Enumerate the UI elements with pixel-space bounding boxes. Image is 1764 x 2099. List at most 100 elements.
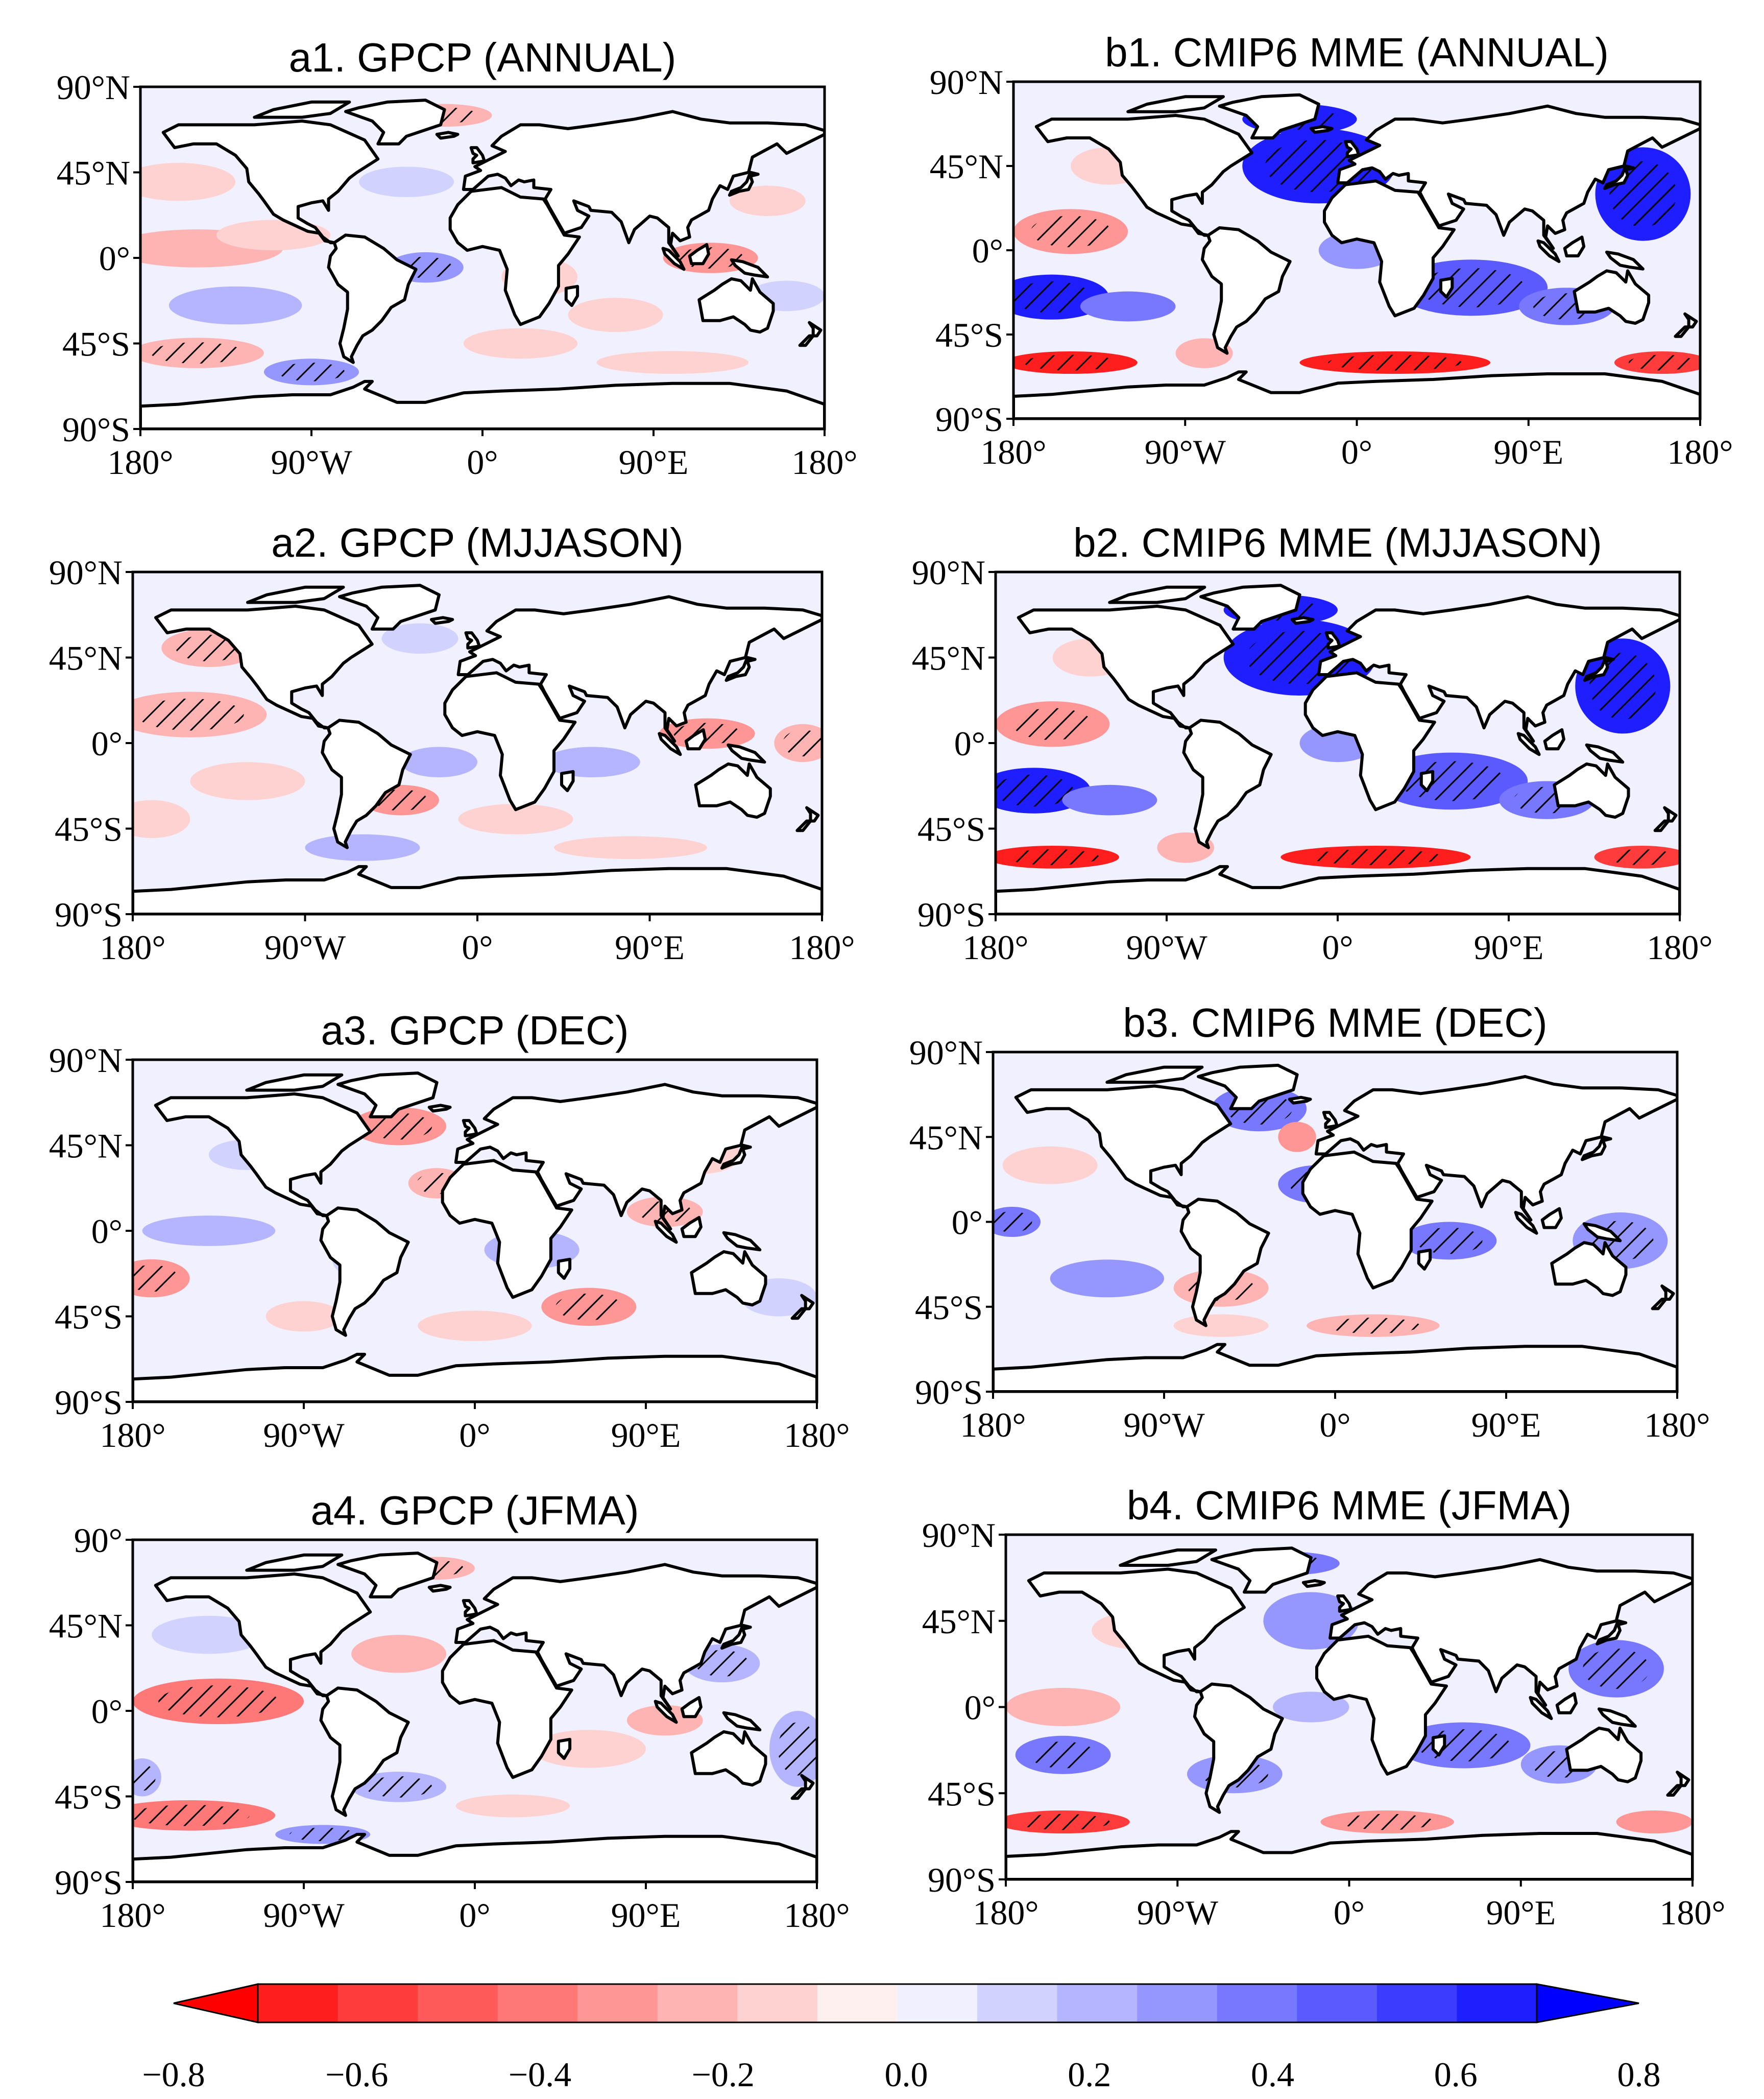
coastline-eurasia	[1336, 104, 1700, 250]
colorbar-swatch	[577, 1984, 658, 2022]
coastline-newguinea	[1582, 1222, 1622, 1243]
lon-tick-label: 0°	[1322, 928, 1353, 967]
anomaly-region	[1173, 1314, 1269, 1337]
colorbar-swatch	[1457, 1984, 1537, 2022]
coastline-madagascar	[1431, 1734, 1446, 1757]
lat-tick-label: 45°S	[62, 325, 130, 364]
colorbar-swatch	[1057, 1984, 1138, 2022]
lon-tick-label: 180°	[962, 928, 1028, 967]
anomaly-region	[140, 162, 236, 201]
coastline-newzealand	[790, 1294, 815, 1320]
anomaly-region	[531, 1730, 646, 1768]
coastline-iceland	[435, 131, 460, 140]
coastline-australia	[690, 1250, 767, 1307]
coastline-newguinea	[730, 258, 769, 279]
coastline-eurasia	[462, 110, 825, 258]
coastline-namerica	[161, 120, 380, 245]
significance-hatching	[1418, 268, 1525, 307]
coastline-africa	[441, 1159, 573, 1299]
coastline-antarctica	[993, 1343, 1677, 1392]
lon-tick-label: 90°W	[1145, 433, 1226, 471]
coastline-greenland	[336, 1071, 439, 1118]
coastline-antarctica	[133, 1352, 817, 1402]
coastline-borneo	[688, 243, 710, 266]
significance-hatching	[996, 774, 1074, 807]
colorbar-tick-label: −0.8	[142, 2055, 205, 2094]
lon-tick-label: 90°W	[1123, 1405, 1205, 1444]
lat-tick-label: 45°N	[922, 1602, 996, 1641]
panel-title: b2. CMIP6 MME (MJJASON)	[1073, 520, 1602, 565]
coastline-newguinea	[1597, 1707, 1637, 1728]
panel-title: b3. CMIP6 MME (DEC)	[1123, 1000, 1547, 1045]
lon-tick-label: 180°	[784, 1896, 850, 1935]
coastline-japan	[1603, 164, 1635, 190]
coastline-australia	[1565, 1726, 1643, 1783]
lon-tick-label: 0°	[459, 1416, 490, 1454]
coastline-newzealand	[1666, 1771, 1690, 1797]
significance-hatching	[1006, 849, 1099, 865]
lon-tick-label: 180°	[789, 928, 855, 967]
coastline-samerica	[1182, 719, 1273, 849]
coastline-madagascar	[557, 1737, 572, 1760]
colorbar-tick-label: −0.4	[509, 2055, 571, 2094]
significance-hatching	[1589, 653, 1656, 720]
coastline-australia	[697, 277, 775, 334]
coastline-eurasia	[1314, 1075, 1677, 1222]
lon-tick-label: 180°	[100, 928, 165, 967]
significance-hatching	[374, 789, 428, 811]
significance-hatching	[1016, 1814, 1110, 1830]
lat-tick-label: 45°S	[55, 810, 123, 849]
coastline-britain	[1344, 140, 1361, 158]
lon-tick-label: 180°	[1659, 1893, 1725, 1932]
lat-tick-label: 0°	[954, 724, 985, 763]
anomaly-region	[1062, 784, 1157, 816]
coastline-greenland	[336, 1552, 439, 1599]
coastline-sumatra	[1536, 239, 1561, 263]
colorbar-swatch	[817, 1984, 898, 2022]
coastline-arcticis	[1108, 585, 1206, 604]
lat-tick-label: 90°S	[55, 1863, 123, 1902]
significance-hatching	[1012, 708, 1093, 741]
coastline-africa	[1323, 179, 1456, 318]
lat-tick-label: 0°	[91, 724, 123, 763]
lon-tick-label: 180°	[100, 1896, 165, 1935]
anomaly-region	[1278, 1122, 1316, 1152]
coastline-newzealand	[1651, 1284, 1675, 1310]
coastline-britain	[462, 1599, 478, 1617]
significance-hatching	[673, 723, 741, 745]
coastline-britain	[469, 146, 486, 164]
anomaly-region	[168, 286, 302, 325]
coastline-japan	[1596, 1619, 1628, 1645]
lat-tick-label: 90°S	[928, 1861, 996, 1899]
significance-hatching	[1416, 1227, 1483, 1254]
coastline-newzealand	[798, 321, 823, 347]
coastline-eurasia	[1317, 595, 1680, 743]
lon-tick-label: 90°E	[611, 1896, 681, 1935]
anomaly-region	[1273, 1691, 1349, 1723]
coastline-britain	[1324, 631, 1341, 650]
lon-tick-label: 0°	[1334, 1893, 1365, 1932]
coastline-sumatra	[658, 732, 682, 756]
lon-tick-label: 90°E	[1474, 928, 1544, 967]
coastline-japan	[720, 1624, 752, 1650]
coastline-iceland	[427, 1104, 452, 1113]
anomaly-region	[455, 1794, 570, 1818]
anomaly-region	[265, 1301, 342, 1332]
coastline-australia	[1573, 269, 1651, 325]
coastline-arcticis	[246, 585, 345, 604]
anomaly-region	[596, 351, 749, 374]
coastline-antarctica	[140, 379, 825, 429]
significance-hatching	[1030, 216, 1111, 248]
lon-tick-label: 90°E	[1471, 1405, 1541, 1444]
significance-hatching	[158, 1685, 278, 1718]
anomaly-region	[568, 298, 663, 332]
coastline-greenland	[1199, 584, 1301, 631]
coastline-africa	[443, 671, 577, 812]
coastline-iceland	[427, 1584, 452, 1593]
coastline-japan	[720, 1143, 752, 1170]
coastline-newguinea	[727, 743, 766, 764]
panel-title: a3. GPCP (DEC)	[321, 1008, 629, 1053]
significance-hatching	[1309, 849, 1442, 865]
lat-tick-label: 90°S	[935, 400, 1003, 439]
significance-hatching	[365, 1113, 432, 1140]
